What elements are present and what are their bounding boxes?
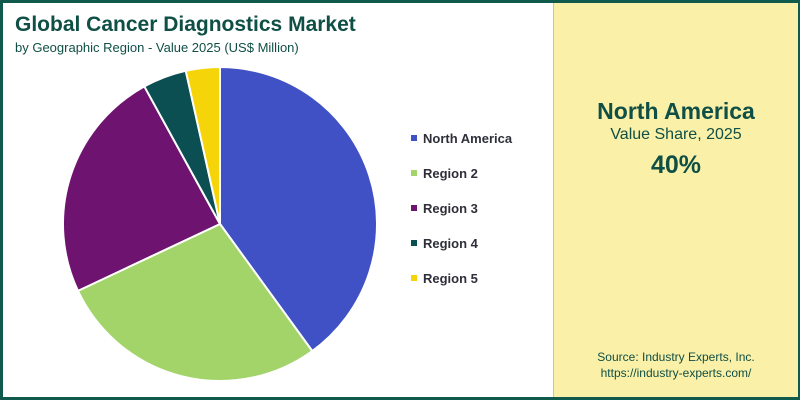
legend-swatch-3 xyxy=(411,205,417,211)
legend-label-5: Region 5 xyxy=(423,271,478,286)
pie-slice-1 xyxy=(219,65,378,353)
pie-chart: North America Region 2 Region 3 Region 4 Reg… xyxy=(62,65,513,382)
source-line: Source: Industry Experts, Inc. xyxy=(597,350,755,364)
highlight-panel: North America Value Share, 2025 40% Sour… xyxy=(553,3,798,397)
pie-slice-2 xyxy=(76,222,314,382)
legend: North America Region 2 Region 3 Region 4 Reg… xyxy=(411,131,513,286)
legend-label-3: Region 3 xyxy=(423,201,478,216)
source-url: https://industry-experts.com/ xyxy=(600,366,752,380)
legend-swatch-2 xyxy=(411,170,417,176)
pie-slice-3 xyxy=(62,85,222,293)
source-note: Source: Industry Experts, Inc. https://i… xyxy=(554,349,798,381)
highlight-value: 40% xyxy=(650,151,702,179)
legend-label-4: Region 4 xyxy=(423,236,479,251)
legend-swatch-5 xyxy=(411,275,417,281)
legend-swatch-4 xyxy=(411,240,417,246)
chart-title: Global Cancer Diagnostics Market xyxy=(15,13,356,36)
highlight-label: Value Share, 2025 xyxy=(610,126,742,143)
legend-label-2: Region 2 xyxy=(423,166,478,181)
pie-slices xyxy=(62,65,378,382)
legend-label-1: North America xyxy=(423,131,513,146)
pie-slice-5 xyxy=(184,65,221,225)
highlight-region: North America xyxy=(597,98,755,124)
legend-swatch-1 xyxy=(411,135,417,141)
chart-subtitle: by Geographic Region - Value 2025 (US$ M… xyxy=(15,40,299,55)
